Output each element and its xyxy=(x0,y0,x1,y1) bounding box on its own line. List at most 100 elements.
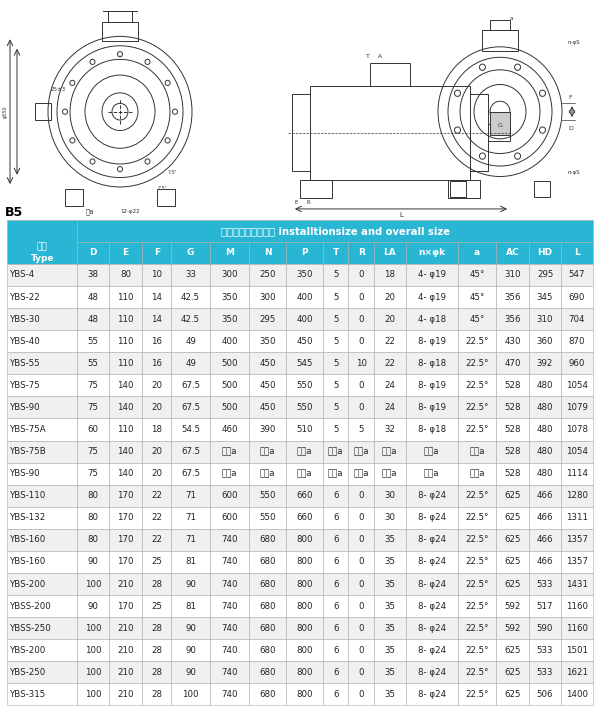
FancyBboxPatch shape xyxy=(109,440,142,463)
Text: 625: 625 xyxy=(505,535,521,545)
Text: 356: 356 xyxy=(505,293,521,301)
FancyBboxPatch shape xyxy=(209,640,249,661)
Text: 550: 550 xyxy=(296,403,313,412)
Text: 800: 800 xyxy=(296,579,313,588)
FancyBboxPatch shape xyxy=(374,661,406,683)
FancyBboxPatch shape xyxy=(7,683,77,705)
FancyBboxPatch shape xyxy=(406,661,458,683)
FancyBboxPatch shape xyxy=(77,595,109,617)
FancyBboxPatch shape xyxy=(458,507,496,529)
Text: 740: 740 xyxy=(221,690,238,699)
FancyBboxPatch shape xyxy=(496,396,529,418)
FancyBboxPatch shape xyxy=(374,440,406,463)
FancyBboxPatch shape xyxy=(496,308,529,330)
FancyBboxPatch shape xyxy=(529,507,561,529)
Text: 14: 14 xyxy=(151,293,162,301)
FancyBboxPatch shape xyxy=(249,595,286,617)
Text: 680: 680 xyxy=(259,579,276,588)
Text: 20: 20 xyxy=(151,403,162,412)
FancyBboxPatch shape xyxy=(323,507,349,529)
Text: 100: 100 xyxy=(85,690,101,699)
FancyBboxPatch shape xyxy=(286,573,323,595)
Text: 6: 6 xyxy=(333,513,338,523)
Text: 42.5: 42.5 xyxy=(181,293,200,301)
Text: 6: 6 xyxy=(333,690,338,699)
Text: 870: 870 xyxy=(569,337,585,346)
Text: 310: 310 xyxy=(505,270,521,279)
Text: a: a xyxy=(510,16,514,21)
FancyBboxPatch shape xyxy=(249,617,286,640)
Text: 6: 6 xyxy=(333,646,338,655)
Text: 见图a: 见图a xyxy=(328,469,343,478)
FancyBboxPatch shape xyxy=(172,529,209,551)
Text: 30: 30 xyxy=(384,491,395,501)
Text: 22.5°: 22.5° xyxy=(465,337,489,346)
FancyBboxPatch shape xyxy=(323,286,349,308)
Text: 24: 24 xyxy=(384,381,395,390)
Text: 38: 38 xyxy=(88,270,98,279)
Text: 625: 625 xyxy=(505,513,521,523)
Text: YBS-90: YBS-90 xyxy=(10,469,40,478)
FancyBboxPatch shape xyxy=(458,485,496,507)
Text: M: M xyxy=(225,248,234,257)
FancyBboxPatch shape xyxy=(496,595,529,617)
Text: YBS-75B: YBS-75B xyxy=(10,447,46,456)
FancyBboxPatch shape xyxy=(172,573,209,595)
FancyBboxPatch shape xyxy=(249,683,286,705)
Text: 型号
Type: 型号 Type xyxy=(31,242,54,263)
Text: 见图a: 见图a xyxy=(469,447,485,456)
Text: 1054: 1054 xyxy=(566,447,588,456)
FancyBboxPatch shape xyxy=(77,485,109,507)
Text: n-φS: n-φS xyxy=(568,40,581,45)
Text: 1357: 1357 xyxy=(566,557,588,566)
FancyBboxPatch shape xyxy=(406,507,458,529)
Text: F: F xyxy=(154,248,160,257)
FancyBboxPatch shape xyxy=(374,286,406,308)
FancyBboxPatch shape xyxy=(286,661,323,683)
Text: 见图a: 见图a xyxy=(424,447,440,456)
Text: 800: 800 xyxy=(296,668,313,677)
FancyBboxPatch shape xyxy=(109,374,142,396)
Text: 466: 466 xyxy=(537,491,553,501)
Text: 170: 170 xyxy=(118,535,134,545)
FancyBboxPatch shape xyxy=(374,573,406,595)
FancyBboxPatch shape xyxy=(109,661,142,683)
Text: 545: 545 xyxy=(296,359,313,368)
Text: 1311: 1311 xyxy=(566,513,588,523)
Text: 22.5°: 22.5° xyxy=(465,668,489,677)
FancyBboxPatch shape xyxy=(172,617,209,640)
FancyBboxPatch shape xyxy=(142,330,172,352)
FancyBboxPatch shape xyxy=(7,485,77,507)
Text: 0: 0 xyxy=(358,624,364,632)
FancyBboxPatch shape xyxy=(323,330,349,352)
Text: 533: 533 xyxy=(537,646,553,655)
Text: 8- φ24: 8- φ24 xyxy=(418,668,446,677)
FancyBboxPatch shape xyxy=(286,286,323,308)
Text: 22: 22 xyxy=(151,535,162,545)
FancyBboxPatch shape xyxy=(209,264,249,286)
Text: n-φS: n-φS xyxy=(568,170,581,175)
Text: G: G xyxy=(187,248,194,257)
FancyBboxPatch shape xyxy=(286,683,323,705)
FancyBboxPatch shape xyxy=(109,396,142,418)
FancyBboxPatch shape xyxy=(249,286,286,308)
Text: 8- φ24: 8- φ24 xyxy=(418,491,446,501)
FancyBboxPatch shape xyxy=(249,330,286,352)
FancyBboxPatch shape xyxy=(374,396,406,418)
Text: 20: 20 xyxy=(384,293,395,301)
FancyBboxPatch shape xyxy=(7,617,77,640)
FancyBboxPatch shape xyxy=(349,242,374,264)
Bar xyxy=(108,11,132,22)
FancyBboxPatch shape xyxy=(496,529,529,551)
Text: 75: 75 xyxy=(88,381,98,390)
Text: 48: 48 xyxy=(88,293,98,301)
FancyBboxPatch shape xyxy=(374,529,406,551)
Text: YBSS-250: YBSS-250 xyxy=(10,624,51,632)
FancyBboxPatch shape xyxy=(109,242,142,264)
FancyBboxPatch shape xyxy=(323,308,349,330)
Text: 6: 6 xyxy=(333,668,338,677)
Text: 55: 55 xyxy=(88,359,98,368)
FancyBboxPatch shape xyxy=(458,529,496,551)
Text: 54.5: 54.5 xyxy=(181,425,200,434)
FancyBboxPatch shape xyxy=(142,440,172,463)
